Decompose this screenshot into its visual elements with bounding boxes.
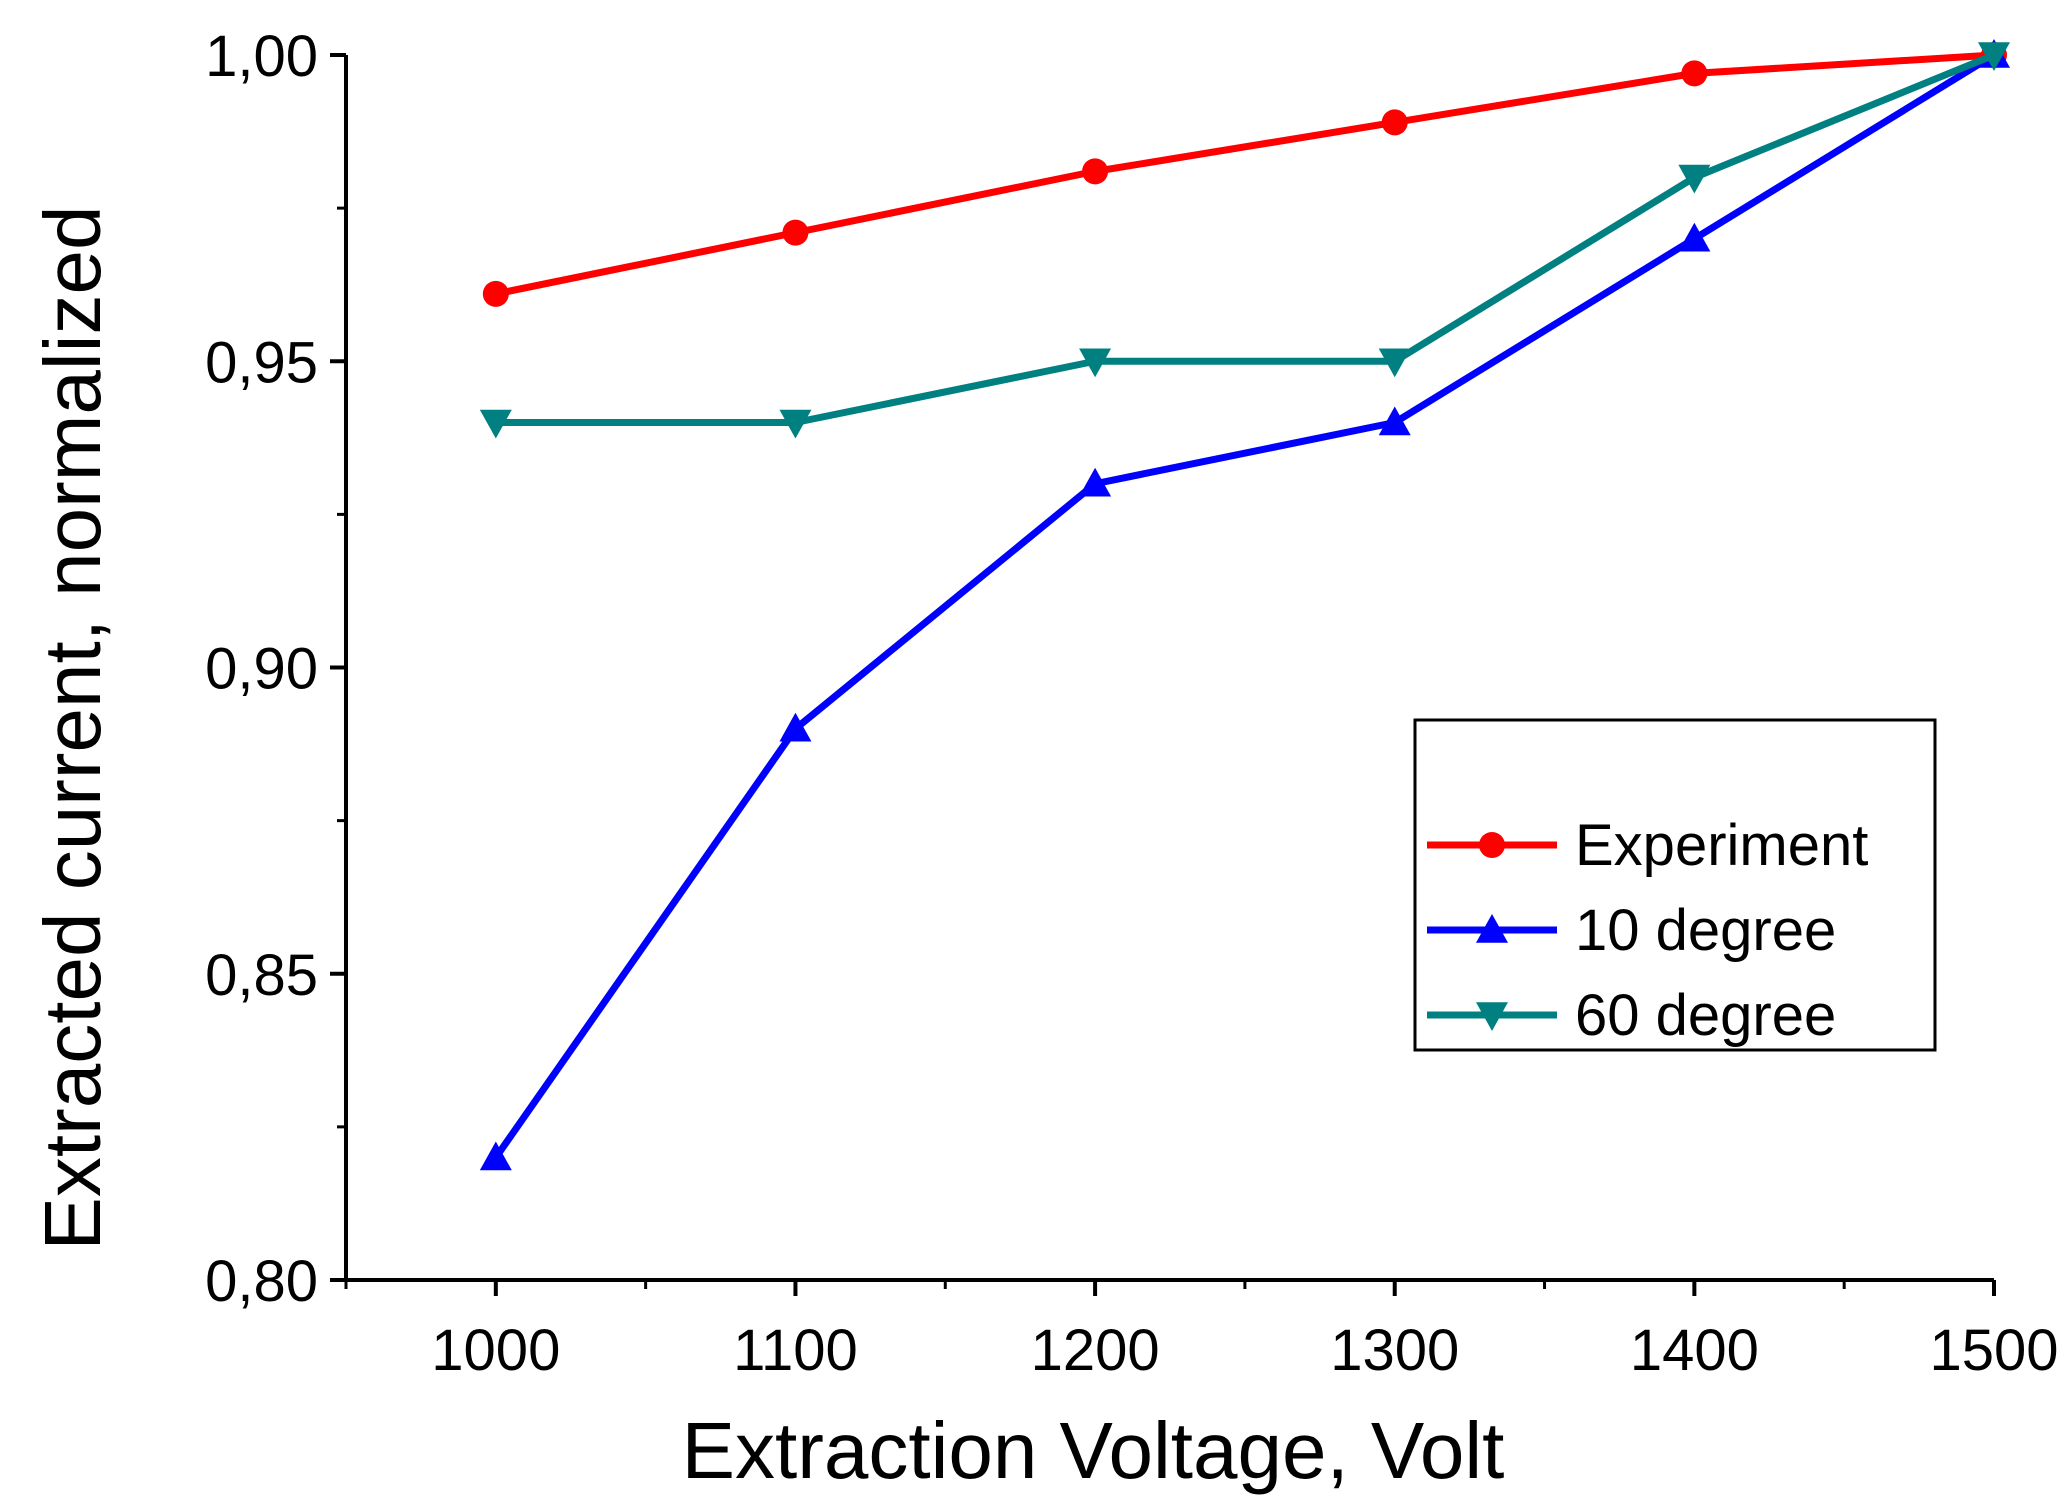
- legend-box: [1413, 718, 1937, 1052]
- series-line-10-degree: [492, 52, 1996, 1160]
- data-point-60-degree: [779, 409, 812, 439]
- data-point-10-degree: [1678, 222, 1711, 252]
- legend-label-experiment: Experiment: [1575, 813, 1868, 878]
- data-point-60-degree: [1678, 164, 1711, 194]
- data-point-experiment: [1381, 109, 1408, 136]
- data-point-60-degree: [479, 409, 512, 439]
- y-tick-label: 0,95: [205, 330, 318, 395]
- data-point-experiment: [482, 280, 509, 307]
- axes: 1000 1100 1200 1300 1400 1500 0,80 0,85 0,90 0,95…: [205, 24, 2058, 1383]
- data-point-60-degree: [1378, 348, 1411, 378]
- y-tick-label: 0,85: [205, 943, 318, 1008]
- data-point-experiment: [782, 219, 809, 246]
- legend-marker-60-degree: [1476, 1002, 1508, 1031]
- data-point-60-degree: [1978, 42, 2010, 71]
- x-tick-label: 1400: [1630, 1318, 1759, 1383]
- series-line-experiment: [495, 51, 1995, 298]
- data-point-10-degree: [479, 1141, 512, 1171]
- y-tick-label: 0,80: [205, 1249, 318, 1314]
- x-tick-label: 1000: [431, 1318, 560, 1383]
- data-point-60-degree: [1079, 348, 1112, 378]
- legend-label-60-degree: 60 degree: [1575, 983, 1836, 1048]
- series-line-60-degree: [495, 51, 1996, 426]
- data-point-experiment: [1681, 60, 1708, 87]
- x-tick-label: 1200: [1031, 1318, 1160, 1383]
- x-tick-label: 1300: [1330, 1318, 1459, 1383]
- x-tick-label: 1500: [1929, 1318, 2058, 1383]
- y-tick-label: 1,00: [205, 24, 318, 89]
- legend-marker-10-degree: [1476, 914, 1508, 943]
- data-point-10-degree: [1378, 406, 1411, 436]
- data-point-experiment: [1082, 158, 1109, 185]
- data-point-10-degree: [1079, 467, 1112, 497]
- plot-area: [479, 39, 2010, 1171]
- x-axis-title: Extraction Voltage, Volt: [682, 1406, 1505, 1495]
- y-axis-title: Extracted current, normalized: [28, 206, 117, 1251]
- legend-marker-experiment: [1479, 832, 1505, 858]
- y-tick-label: 0,90: [205, 637, 318, 702]
- x-tick-label: 1100: [733, 1318, 858, 1383]
- legend: Experiment 10 degree 60 degree: [1413, 718, 1937, 1052]
- data-point-10-degree: [779, 712, 812, 742]
- legend-label-10-degree: 10 degree: [1575, 898, 1836, 963]
